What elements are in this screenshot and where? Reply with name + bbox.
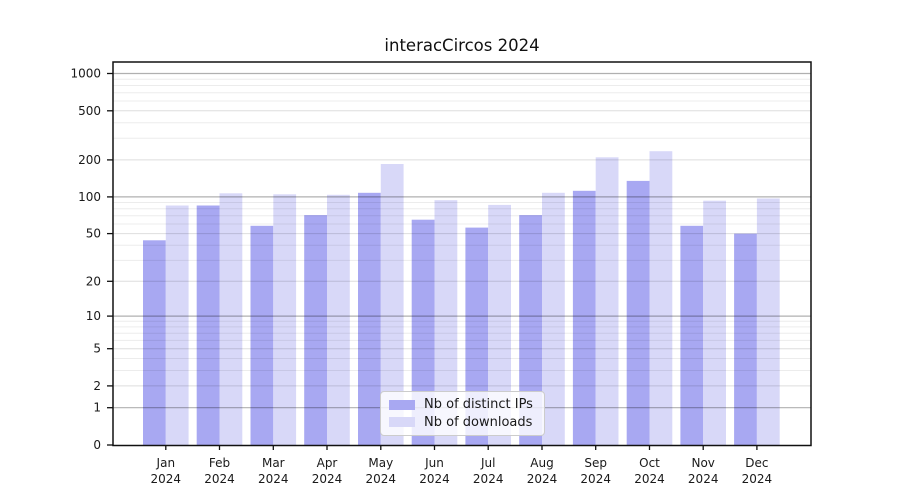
bar-distinct-ips-feb [196,205,220,446]
x-tick-label-month-feb: Feb [209,456,230,470]
bar-distinct-ips-jun [411,219,435,446]
chart-title: interacCircos 2024 [384,36,540,55]
x-tick-label-month-oct: Oct [639,456,660,470]
legend-label-downloads: Nb of downloads [424,414,533,430]
legend-entry-distinct-ips: Nb of distinct IPs [389,396,536,414]
y-tick-label-1: 1 [93,401,101,415]
y-tick-label-1000: 1000 [70,67,101,81]
x-tick-label-year-dec: 2024 [742,472,773,486]
x-tick-label-year-feb: 2024 [204,472,235,486]
x-tick-label-year-aug: 2024 [527,472,558,486]
x-tick-label-month-mar: Mar [262,456,285,470]
x-tick-label-month-jun: Jun [424,456,444,470]
bar-downloads-dec [756,198,780,446]
legend: Nb of distinct IPs Nb of downloads [380,391,545,436]
x-tick-label-month-may: May [368,456,393,470]
bar-distinct-ips-dec [734,233,757,446]
plot-frame [112,61,812,447]
bar-distinct-ips-mar [250,225,274,446]
y-tick-label-50: 50 [86,227,101,241]
y-tick-label-500: 500 [78,104,101,118]
x-tick-label-month-sep: Sep [584,456,607,470]
legend-swatch-distinct-ips [389,399,415,410]
y-tick-label-200: 200 [78,153,101,167]
x-tick-label-year-apr: 2024 [312,472,343,486]
legend-label-distinct-ips: Nb of distinct IPs [424,397,533,413]
x-tick-label-year-nov: 2024 [688,472,719,486]
bar-distinct-ips-aug [519,215,542,446]
x-tick-label-month-aug: Aug [530,456,553,470]
y-tick-label-0: 0 [93,438,101,452]
bar-distinct-ips-jan [143,240,166,446]
x-tick-label-month-dec: Dec [745,456,768,470]
legend-entry-downloads: Nb of downloads [389,414,536,432]
legend-swatch-downloads [389,417,415,428]
x-tick-label-month-nov: Nov [691,456,714,470]
y-tick-label-100: 100 [78,190,101,204]
bar-downloads-aug [542,192,565,446]
x-tick-label-month-apr: Apr [317,456,338,470]
bar-downloads-jul [488,204,511,446]
y-tick-label-20: 20 [86,274,101,288]
x-tick-label-year-jun: 2024 [419,472,450,486]
x-tick-label-month-jul: Jul [480,456,495,470]
x-tick-label-year-sep: 2024 [580,472,611,486]
bar-downloads-jan [165,205,189,446]
bar-downloads-may [380,164,404,446]
x-tick-label-year-jan: 2024 [151,472,182,486]
x-tick-label-month-jan: Jan [156,456,176,470]
bar-downloads-mar [273,194,297,446]
bar-distinct-ips-sep [572,190,596,446]
bar-distinct-ips-nov [680,225,704,446]
x-tick-label-year-may: 2024 [366,472,397,486]
y-tick-label-2: 2 [93,379,101,393]
bar-downloads-jun [434,200,458,446]
bar-downloads-oct [649,151,673,446]
bar-distinct-ips-oct [626,180,650,446]
x-tick-label-year-jul: 2024 [473,472,504,486]
y-tick-label-10: 10 [86,309,101,323]
x-tick-label-year-mar: 2024 [258,472,289,486]
bar-downloads-nov [703,200,726,446]
bar-distinct-ips-apr [304,215,327,446]
bar-downloads-apr [327,194,350,446]
x-tick-label-year-oct: 2024 [634,472,665,486]
y-tick-label-5: 5 [93,342,101,356]
bar-distinct-ips-may [358,192,381,446]
bar-downloads-feb [219,193,243,446]
bar-downloads-sep [595,157,619,446]
